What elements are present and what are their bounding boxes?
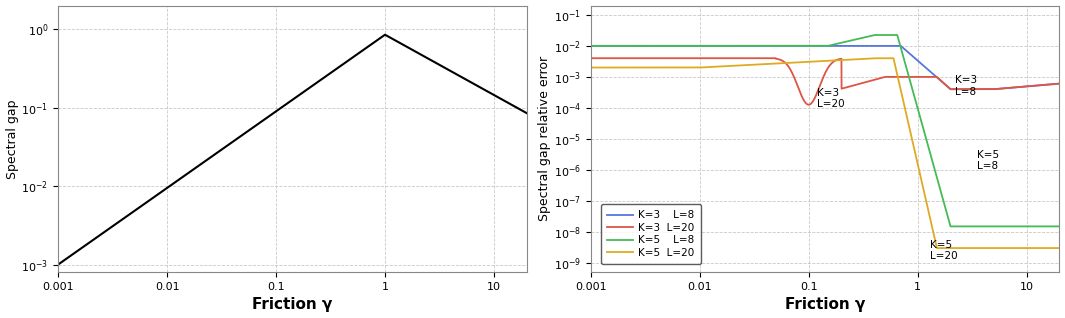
K=3    L=8 bbox=[945, 87, 957, 91]
K=3  L=20 bbox=[1044, 82, 1056, 86]
K=5    L=8 bbox=[945, 225, 957, 228]
K=5    L=8 bbox=[1044, 225, 1056, 228]
K=5  L=20 bbox=[666, 66, 678, 69]
K=5  L=20 bbox=[1044, 246, 1056, 250]
K=3    L=8 bbox=[666, 44, 678, 48]
K=5    L=8 bbox=[868, 33, 881, 37]
Line: K=5    L=8: K=5 L=8 bbox=[591, 35, 1060, 226]
K=5  L=20 bbox=[1053, 246, 1065, 250]
K=3    L=8 bbox=[638, 44, 651, 48]
K=5  L=20 bbox=[868, 56, 881, 60]
K=3    L=8 bbox=[1053, 82, 1065, 86]
K=3  L=20 bbox=[994, 87, 1006, 91]
K=5  L=20 bbox=[585, 66, 597, 69]
K=3    L=8 bbox=[585, 44, 597, 48]
Y-axis label: Spectral gap relative error: Spectral gap relative error bbox=[538, 56, 551, 221]
K=5  L=20 bbox=[785, 61, 798, 65]
K=3  L=20 bbox=[585, 56, 597, 60]
K=3    L=8 bbox=[785, 44, 798, 48]
K=5    L=8 bbox=[764, 44, 776, 48]
K=5    L=8 bbox=[666, 44, 678, 48]
K=5  L=20 bbox=[638, 66, 651, 69]
K=3  L=20 bbox=[638, 56, 651, 60]
K=3  L=20 bbox=[666, 56, 678, 60]
K=5    L=8 bbox=[1053, 225, 1065, 228]
K=3    L=8 bbox=[764, 44, 776, 48]
K=3    L=8 bbox=[1044, 82, 1056, 86]
K=3  L=20 bbox=[764, 56, 776, 60]
Text: K=3
L=8: K=3 L=8 bbox=[955, 75, 977, 97]
K=5    L=8 bbox=[585, 44, 597, 48]
K=5    L=8 bbox=[785, 44, 798, 48]
K=3  L=20 bbox=[785, 68, 798, 72]
Line: K=3  L=20: K=3 L=20 bbox=[591, 58, 1060, 105]
K=5    L=8 bbox=[994, 225, 1006, 228]
X-axis label: Friction γ: Friction γ bbox=[785, 297, 865, 313]
K=3  L=20 bbox=[1053, 82, 1065, 86]
X-axis label: Friction γ: Friction γ bbox=[252, 297, 332, 313]
Legend: K=3    L=8, K=3  L=20, K=5    L=8, K=5  L=20: K=3 L=8, K=3 L=20, K=5 L=8, K=5 L=20 bbox=[601, 204, 701, 264]
K=3  L=20 bbox=[802, 103, 815, 107]
K=5    L=8 bbox=[638, 44, 651, 48]
Text: K=5
L=8: K=5 L=8 bbox=[977, 150, 999, 171]
Y-axis label: Spectral gap: Spectral gap bbox=[5, 99, 18, 179]
K=5  L=20 bbox=[764, 62, 776, 66]
K=3    L=8 bbox=[994, 87, 1006, 91]
Line: K=5  L=20: K=5 L=20 bbox=[591, 58, 1060, 248]
Text: K=3
L=20: K=3 L=20 bbox=[817, 88, 845, 109]
K=5  L=20 bbox=[931, 246, 944, 250]
K=5  L=20 bbox=[994, 246, 1006, 250]
Line: K=3    L=8: K=3 L=8 bbox=[591, 46, 1060, 89]
Text: K=5
L=20: K=5 L=20 bbox=[930, 240, 957, 261]
